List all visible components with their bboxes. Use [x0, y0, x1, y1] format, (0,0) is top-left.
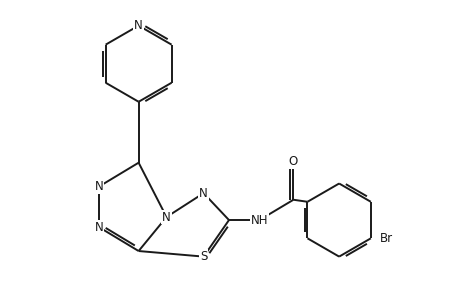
Text: N: N	[162, 211, 171, 224]
Text: S: S	[200, 250, 207, 263]
Text: Br: Br	[379, 232, 392, 245]
Text: N: N	[95, 180, 103, 193]
Text: O: O	[288, 155, 297, 168]
Text: N: N	[199, 187, 207, 200]
Text: N: N	[95, 221, 103, 234]
Text: NH: NH	[250, 214, 268, 226]
Text: N: N	[134, 19, 143, 32]
